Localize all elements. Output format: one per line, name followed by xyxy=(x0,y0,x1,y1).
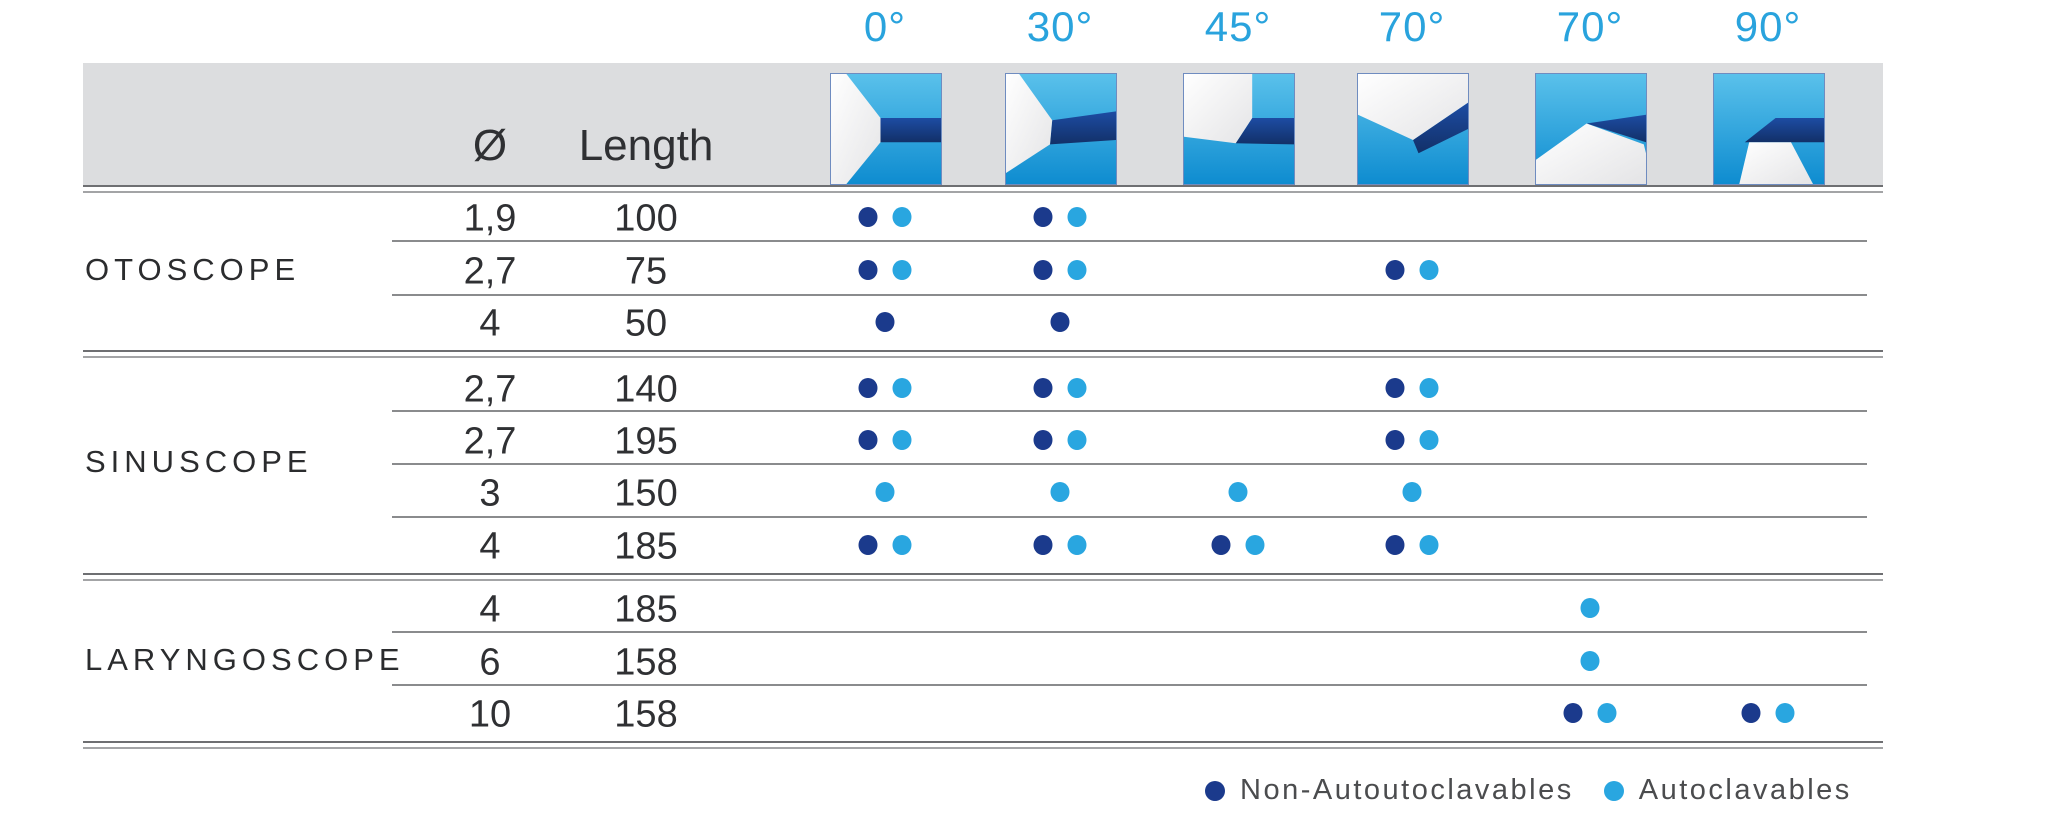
length-value: 75 xyxy=(624,250,668,293)
non-autoclavable-dot-icon xyxy=(1385,535,1405,555)
autoclavable-dot-icon xyxy=(1603,780,1624,801)
angle-column-label-5: 90° xyxy=(1734,3,1802,50)
section-label-laryngoscope: LARYNGOSCOPE xyxy=(85,642,405,677)
autoclavable-dot-icon xyxy=(1067,430,1087,450)
autoclavable-dot-icon xyxy=(892,207,912,227)
autoclavable-dot-icon xyxy=(1580,651,1600,671)
non-autoclavable-dot-icon xyxy=(1385,378,1405,398)
non-autoclavable-dot-icon xyxy=(858,260,878,280)
diameter-value: 4 xyxy=(479,525,501,568)
length-value: 100 xyxy=(614,197,678,240)
diameter-value: 2,7 xyxy=(463,420,517,463)
autoclavable-dot-icon xyxy=(892,260,912,280)
angle-column-label-2: 45° xyxy=(1204,3,1272,50)
diameter-value: 6 xyxy=(479,641,501,684)
non-autoclavable-dot-icon xyxy=(858,207,878,227)
length-value: 50 xyxy=(624,302,668,345)
angle-45-icon xyxy=(1183,73,1295,185)
autoclavable-dot-icon xyxy=(1228,482,1248,502)
autoclavable-dot-icon xyxy=(1050,482,1070,502)
non-autoclavable-dot-icon xyxy=(1033,260,1053,280)
diameter-column-header: Ø xyxy=(472,121,508,170)
autoclavable-dot-icon xyxy=(1419,430,1439,450)
row-divider-line xyxy=(392,294,1867,296)
autoclavable-dot-icon xyxy=(1419,260,1439,280)
non-autoclavable-dot-icon xyxy=(858,378,878,398)
section-divider-rule xyxy=(83,350,1883,358)
diameter-value: 4 xyxy=(479,302,501,345)
diameter-value: 1,9 xyxy=(463,197,517,240)
legend-non-autoclavable-label: Non-Autoutoclavables xyxy=(1240,774,1574,806)
angle-90-icon xyxy=(1713,73,1825,185)
angle-0-icon xyxy=(830,73,942,185)
legend: Non-Autoutoclavables Autoclavables xyxy=(1205,774,1852,807)
non-autoclavable-dot-icon xyxy=(858,535,878,555)
angle-column-label-1: 30° xyxy=(1026,3,1094,50)
non-autoclavable-dot-icon xyxy=(1033,430,1053,450)
autoclavable-dot-icon xyxy=(1597,703,1617,723)
non-autoclavable-dot-icon xyxy=(1033,207,1053,227)
non-autoclavable-dot-icon xyxy=(858,430,878,450)
autoclavable-dot-icon xyxy=(1402,482,1422,502)
length-value: 158 xyxy=(614,641,678,684)
angle-70b-icon xyxy=(1535,73,1647,185)
angle-30-icon xyxy=(1005,73,1117,185)
autoclavable-dot-icon xyxy=(1419,535,1439,555)
autoclavable-dot-icon xyxy=(1067,535,1087,555)
row-divider-line xyxy=(392,463,1867,465)
diameter-value: 3 xyxy=(479,472,501,515)
section-divider-rule xyxy=(83,185,1883,193)
non-autoclavable-dot-icon xyxy=(1385,430,1405,450)
non-autoclavable-dot-icon xyxy=(1033,378,1053,398)
non-autoclavable-dot-icon xyxy=(1211,535,1231,555)
autoclavable-dot-icon xyxy=(892,430,912,450)
non-autoclavable-dot-icon xyxy=(1033,535,1053,555)
autoclavable-dot-icon xyxy=(1067,378,1087,398)
autoclavable-dot-icon xyxy=(1067,260,1087,280)
autoclavable-dot-icon xyxy=(1245,535,1265,555)
non-autoclavable-dot-icon xyxy=(1205,780,1225,801)
non-autoclavable-dot-icon xyxy=(1563,703,1583,723)
autoclavable-dot-icon xyxy=(875,482,895,502)
angle-column-label-0: 0° xyxy=(863,3,907,50)
length-value: 158 xyxy=(614,693,678,736)
section-label-otoscope: OTOSCOPE xyxy=(85,252,301,287)
row-divider-line xyxy=(392,240,1867,242)
length-value: 150 xyxy=(614,472,678,515)
section-divider-rule xyxy=(83,741,1883,749)
row-divider-line xyxy=(392,631,1867,633)
autoclavable-dot-icon xyxy=(1067,207,1087,227)
length-value: 195 xyxy=(614,420,678,463)
diameter-value: 2,7 xyxy=(463,250,517,293)
length-value: 185 xyxy=(614,588,678,631)
angle-column-label-4: 70° xyxy=(1556,3,1624,50)
diameter-value: 2,7 xyxy=(463,368,517,411)
non-autoclavable-dot-icon xyxy=(1050,312,1070,332)
diameter-value: 10 xyxy=(468,693,512,736)
section-divider-rule xyxy=(83,573,1883,581)
angle-70-icon xyxy=(1357,73,1469,185)
row-divider-line xyxy=(392,684,1867,686)
autoclavable-dot-icon xyxy=(892,535,912,555)
autoclavable-dot-icon xyxy=(1580,598,1600,618)
non-autoclavable-dot-icon xyxy=(875,312,895,332)
autoclavable-dot-icon xyxy=(1419,378,1439,398)
length-column-header: Length xyxy=(578,121,714,170)
non-autoclavable-dot-icon xyxy=(1385,260,1405,280)
angle-column-label-3: 70° xyxy=(1378,3,1446,50)
legend-autoclavable-label: Autoclavables xyxy=(1638,774,1852,806)
section-label-sinuscope: SINUSCOPE xyxy=(85,444,313,479)
row-divider-line xyxy=(392,410,1867,412)
autoclavable-dot-icon xyxy=(892,378,912,398)
non-autoclavable-dot-icon xyxy=(1741,703,1761,723)
length-value: 140 xyxy=(614,368,678,411)
autoclavable-dot-icon xyxy=(1775,703,1795,723)
row-divider-line xyxy=(392,516,1867,518)
diameter-value: 4 xyxy=(479,588,501,631)
length-value: 185 xyxy=(614,525,678,568)
